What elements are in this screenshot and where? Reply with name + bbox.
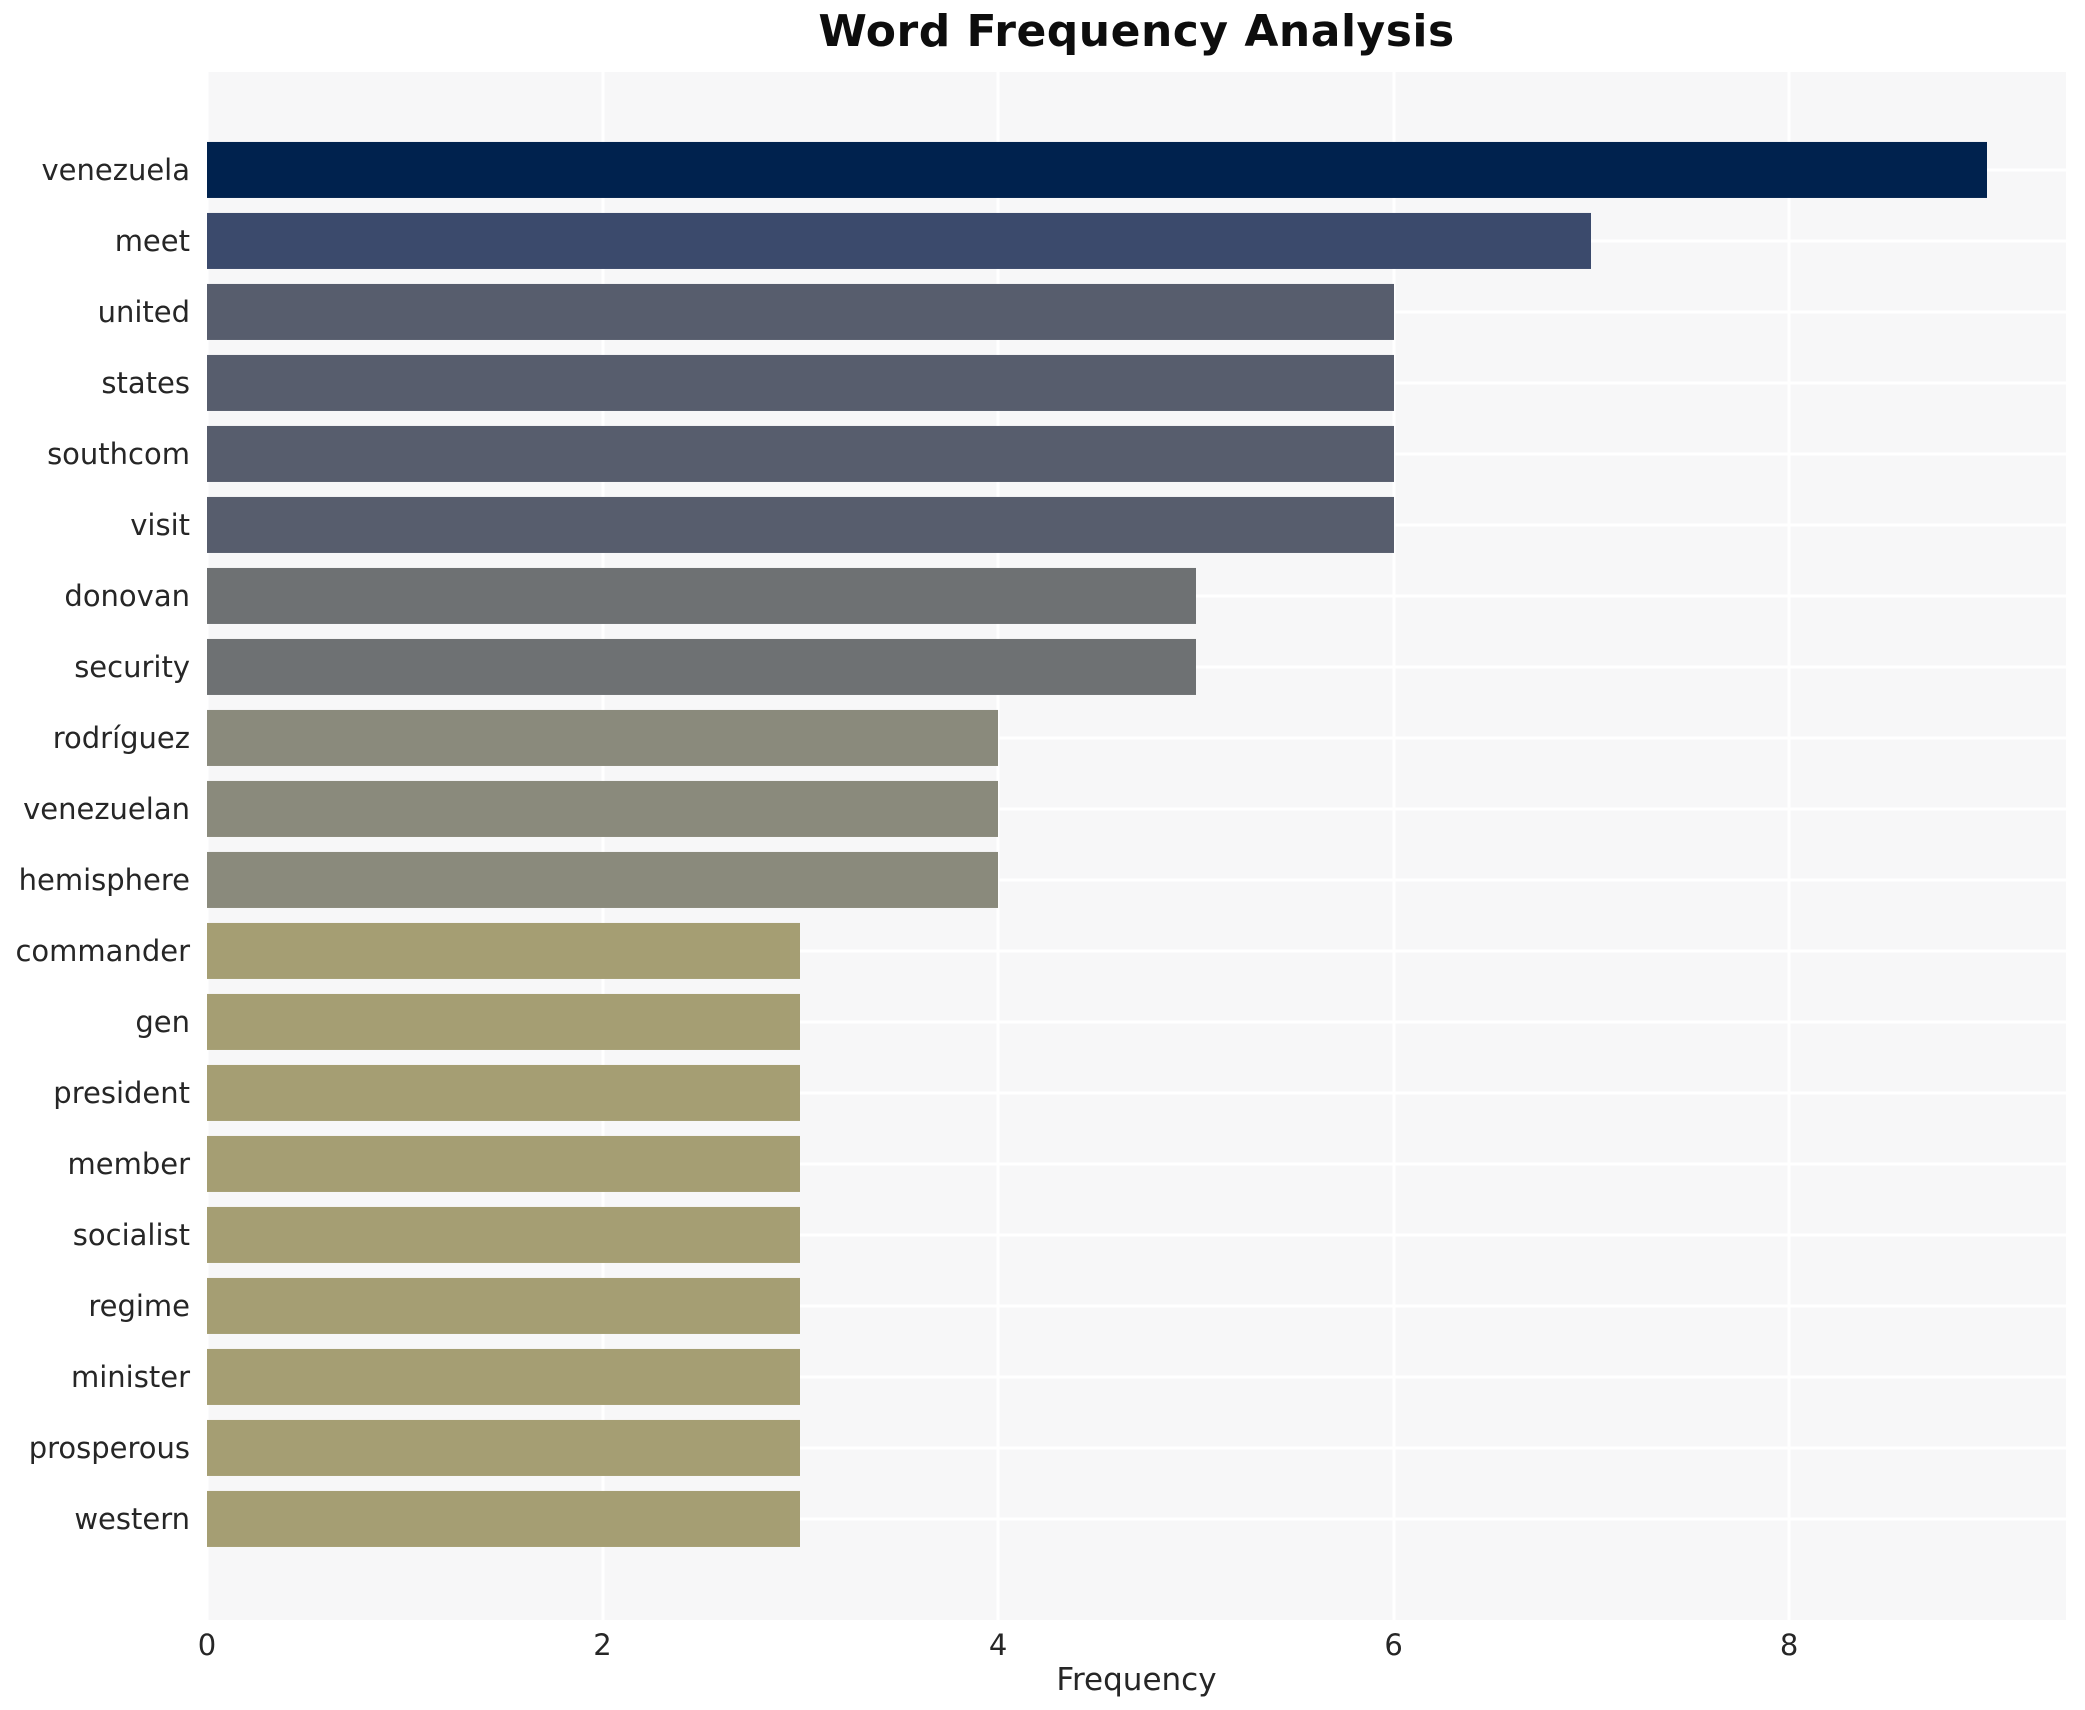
bar-row <box>207 1341 2066 1412</box>
bar-western <box>207 1490 801 1547</box>
bar-socialist <box>207 1206 801 1263</box>
bar-row <box>207 1057 2066 1128</box>
y-axis-label-western: western <box>74 1501 190 1536</box>
chart-title: Word Frequency Analysis <box>818 6 1455 57</box>
bar-donovan <box>207 567 1196 624</box>
bar-row <box>207 560 2066 631</box>
bar-row <box>207 702 2066 773</box>
bar-row <box>207 986 2066 1057</box>
vertical-gridline <box>1787 72 1791 1620</box>
y-axis-label-rodríguez: rodríguez <box>52 720 190 755</box>
bar-security <box>207 638 1196 695</box>
bar-member <box>207 1135 801 1192</box>
horizontal-gridline <box>207 1375 2066 1378</box>
y-axis-label-hemisphere: hemisphere <box>18 862 190 897</box>
vertical-gridline <box>601 72 605 1620</box>
x-tick-label-0: 0 <box>197 1628 217 1662</box>
horizontal-gridline <box>207 1091 2066 1094</box>
bar-row <box>207 1483 2066 1554</box>
bar-row <box>207 844 2066 915</box>
y-axis-label-southcom: southcom <box>47 436 190 471</box>
y-axis-label-states: states <box>101 365 190 400</box>
y-axis-label-united: united <box>97 294 190 329</box>
plot-area <box>207 72 2066 1620</box>
horizontal-gridline <box>207 1162 2066 1165</box>
x-tick-label-6: 6 <box>1384 1628 1403 1662</box>
vertical-gridline <box>1392 72 1396 1620</box>
bar-rows <box>207 134 2066 1554</box>
y-axis-label-visit: visit <box>130 507 190 542</box>
bar-row <box>207 915 2066 986</box>
bar-hemisphere <box>207 851 999 908</box>
horizontal-gridline <box>207 878 2066 881</box>
bar-row <box>207 1412 2066 1483</box>
bar-president <box>207 1064 801 1121</box>
y-axis-label-socialist: socialist <box>72 1217 190 1252</box>
y-axis-label-commander: commander <box>15 933 190 968</box>
bar-row <box>207 1128 2066 1199</box>
bar-rodríguez <box>207 709 999 766</box>
bar-row <box>207 773 2066 844</box>
bar-minister <box>207 1348 801 1405</box>
bar-southcom <box>207 425 1394 482</box>
vertical-gridline <box>996 72 1000 1620</box>
y-axis-label-regime: regime <box>88 1288 190 1323</box>
horizontal-gridline <box>207 1446 2066 1449</box>
horizontal-gridline <box>207 1304 2066 1307</box>
bar-row <box>207 489 2066 560</box>
y-axis-label-minister: minister <box>71 1359 190 1394</box>
y-axis-label-security: security <box>74 649 190 684</box>
bar-commander <box>207 922 801 979</box>
bar-meet <box>207 212 1592 269</box>
y-axis-label-meet: meet <box>114 223 190 258</box>
bar-row <box>207 1199 2066 1270</box>
x-tick-label-8: 8 <box>1779 1628 1799 1662</box>
y-axis-labels: venezuela meet united states southcom visit do… <box>0 134 190 1554</box>
horizontal-gridline <box>207 1233 2066 1236</box>
x-tick-label-4: 4 <box>988 1628 1008 1662</box>
bar-states <box>207 354 1394 411</box>
bar-row <box>207 134 2066 205</box>
horizontal-gridline <box>207 1020 2066 1023</box>
bar-united <box>207 283 1394 340</box>
horizontal-gridline <box>207 949 2066 952</box>
bar-row <box>207 347 2066 418</box>
y-axis-label-venezuela: venezuela <box>41 152 191 187</box>
bar-row <box>207 276 2066 347</box>
bar-venezuela <box>207 141 1987 198</box>
vertical-gridline <box>207 72 209 1620</box>
y-axis-label-venezuelan: venezuelan <box>23 791 190 826</box>
y-axis-label-president: president <box>53 1075 190 1110</box>
horizontal-gridline <box>207 1517 2066 1520</box>
horizontal-gridline <box>207 807 2066 810</box>
bar-row <box>207 631 2066 702</box>
y-axis-label-gen: gen <box>135 1004 190 1039</box>
bar-row <box>207 205 2066 276</box>
bar-regime <box>207 1277 801 1334</box>
x-tick-label-2: 2 <box>593 1628 612 1662</box>
bar-prosperous <box>207 1419 801 1476</box>
y-axis-label-donovan: donovan <box>64 578 190 613</box>
horizontal-gridline <box>207 736 2066 739</box>
x-axis-label: Frequency <box>1056 1662 1217 1698</box>
bar-visit <box>207 496 1394 553</box>
y-axis-label-member: member <box>67 1146 190 1181</box>
bar-gen <box>207 993 801 1050</box>
bar-row <box>207 1270 2066 1341</box>
bar-venezuelan <box>207 780 999 837</box>
y-axis-label-prosperous: prosperous <box>28 1430 190 1465</box>
bar-row <box>207 418 2066 489</box>
